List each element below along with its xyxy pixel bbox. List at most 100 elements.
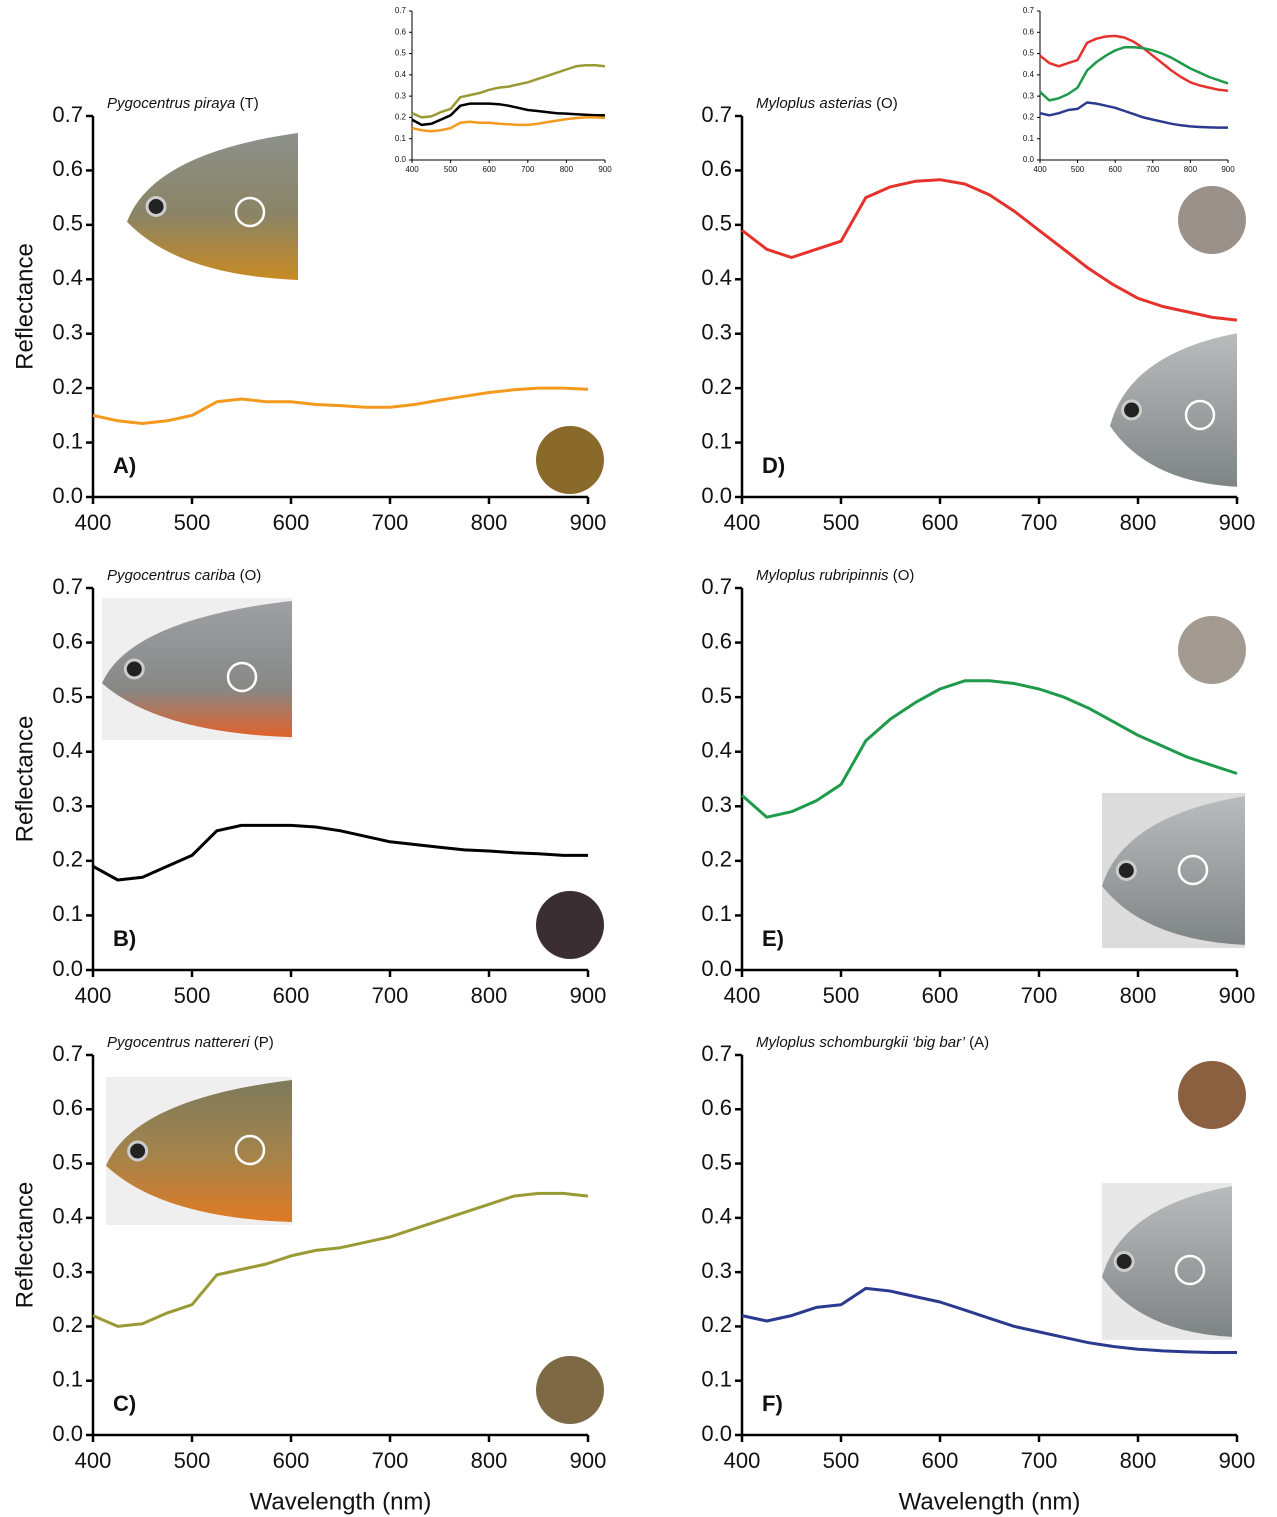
spectrum-line	[741, 679, 1238, 819]
x-tick-label: 400	[724, 983, 761, 1008]
x-tick-label: 900	[1221, 165, 1235, 174]
y-tick-label: 0.4	[701, 1204, 732, 1229]
species-code: (O)	[893, 567, 915, 584]
x-tick-label: 800	[1120, 1448, 1157, 1473]
fish-eye	[1121, 399, 1143, 421]
species-name: Myloplus rubripinnis	[756, 567, 889, 584]
x-tick-label: 600	[922, 1448, 959, 1473]
y-tick-label: 0.6	[701, 1095, 732, 1120]
y-tick-label: 0.3	[701, 792, 732, 817]
y-tick-label: 0.2	[395, 113, 407, 122]
y-tick-label: 0.6	[701, 628, 732, 653]
x-tick-label: 600	[922, 510, 959, 535]
x-tick-label: 900	[1219, 983, 1256, 1008]
skin-swatch	[536, 891, 604, 959]
inset-background	[390, 6, 613, 177]
x-tick-label: 600	[1109, 165, 1123, 174]
y-tick-label: 0.7	[701, 102, 732, 127]
fish-eye	[123, 658, 145, 680]
x-tick-label: 500	[823, 983, 860, 1008]
panel-title: Pygocentrus cariba (O)	[107, 567, 261, 584]
y-tick-label: 0.3	[701, 320, 732, 345]
x-tick-label: 400	[75, 510, 112, 535]
x-tick-label: 400	[405, 165, 419, 174]
spectrum-line	[92, 386, 589, 425]
y-tick-label: 0.4	[52, 1204, 83, 1229]
y-tick-label: 0.1	[1023, 134, 1035, 143]
sample-circle	[1184, 399, 1216, 431]
species-code: (P)	[254, 1034, 274, 1051]
y-tick-label: 0.5	[52, 1149, 83, 1174]
spectrum-line	[741, 1286, 1237, 1354]
chart-panel: 0.0 0.1 0.2 0.3 0.4 0.5 0.6 0.7 400 500 600 700 800 9…	[11, 1034, 606, 1515]
x-tick-label: 700	[521, 165, 535, 174]
y-tick-label: 0.0	[52, 956, 83, 981]
y-tick-label: 0.7	[52, 574, 83, 599]
chart-panel: 0.0 0.1 0.2 0.3 0.4 0.5 0.6 0.7 400 500 600 700 800 9…	[11, 567, 606, 1008]
y-tick-label: 0.3	[52, 1258, 83, 1283]
chart-panel: 0.0 0.1 0.2 0.3 0.4 0.5 0.6 0.7 400 500 600 700 800 9…	[701, 567, 1255, 1008]
x-tick-label: 900	[598, 165, 612, 174]
x-tick-label: 800	[471, 510, 508, 535]
fish-eye	[145, 196, 167, 217]
x-tick-label: 500	[174, 510, 211, 535]
spectrum-line	[92, 823, 588, 882]
x-tick-label: 900	[570, 510, 607, 535]
y-axis-label: Reflectance	[11, 243, 38, 370]
x-tick-label: 700	[1021, 983, 1058, 1008]
species-code: (T)	[240, 95, 259, 112]
y-tick-label: 0.7	[1023, 6, 1035, 15]
fish-body	[1102, 796, 1245, 945]
x-tick-label: 900	[1219, 1448, 1256, 1473]
y-tick-label: 0.2	[701, 847, 732, 872]
y-tick-label: 0.0	[701, 483, 732, 508]
y-tick-label: 0.6	[701, 156, 732, 181]
x-tick-label: 800	[560, 165, 574, 174]
fish-eye	[127, 1140, 149, 1162]
y-tick-label: 0.0	[1023, 155, 1035, 164]
y-tick-label: 0.7	[701, 1041, 732, 1066]
x-tick-label: 800	[1120, 983, 1157, 1008]
panel-title: Pygocentrus nattereri (P)	[107, 1034, 274, 1051]
y-tick-label: 0.6	[52, 628, 83, 653]
y-tick-label: 0.3	[395, 91, 407, 100]
y-tick-label: 0.6	[52, 1095, 83, 1120]
sample-circle	[1174, 1254, 1206, 1286]
panel-label: A)	[113, 453, 136, 478]
x-tick-label: 700	[1146, 165, 1160, 174]
species-name: Myloplus asterias	[756, 95, 872, 112]
x-tick-label: 400	[75, 1448, 112, 1473]
x-tick-label: 900	[1219, 510, 1256, 535]
y-tick-label: 0.7	[701, 574, 732, 599]
x-tick-label: 500	[823, 1448, 860, 1473]
species-name: Pygocentrus cariba	[107, 567, 235, 584]
chart-panel: 0.0 0.1 0.2 0.3 0.4 0.5 0.6 0.7 400 500 600 700 800 9…	[701, 95, 1255, 535]
skin-swatch	[1178, 616, 1246, 684]
x-tick-label: 700	[1021, 1448, 1058, 1473]
x-tick-label: 600	[273, 983, 310, 1008]
fish-photo	[106, 1077, 604, 1424]
panel-title: Myloplus asterias (O)	[756, 95, 898, 112]
x-tick-label: 500	[174, 983, 211, 1008]
y-tick-label: 0.7	[52, 1041, 83, 1066]
y-tick-label: 0.4	[701, 265, 732, 290]
y-tick-label: 0.2	[52, 1312, 83, 1337]
x-tick-label: 700	[1021, 510, 1058, 535]
chart-panel: 0.0 0.1 0.2 0.3 0.4 0.5 0.6 0.7 400 500 600 700 800 9…	[11, 95, 606, 535]
y-tick-label: 0.3	[701, 1258, 732, 1283]
spectrum-line	[1039, 34, 1229, 93]
sample-circle	[226, 661, 258, 693]
y-tick-label: 0.1	[701, 901, 732, 926]
y-tick-label: 0.6	[395, 27, 407, 36]
fish-eye	[1113, 1251, 1135, 1272]
skin-swatch	[1178, 186, 1246, 254]
x-tick-label: 500	[174, 1448, 211, 1473]
panel-title: Myloplus schomburgkii ‘big bar’ (A)	[756, 1034, 989, 1051]
fish-photo	[102, 598, 604, 959]
y-tick-label: 0.2	[701, 374, 732, 399]
species-name: Pygocentrus nattereri	[107, 1034, 250, 1051]
x-tick-label: 700	[372, 1448, 409, 1473]
x-tick-label: 800	[471, 1448, 508, 1473]
y-tick-label: 0.0	[701, 956, 732, 981]
